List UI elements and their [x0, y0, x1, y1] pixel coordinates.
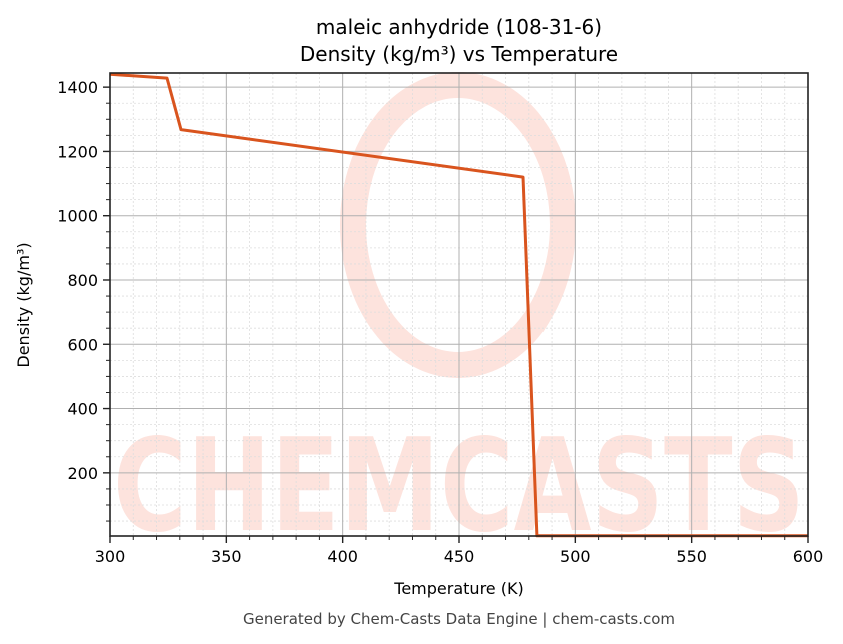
x-tick-labels: 300 350 400 450 500 550 600 [95, 547, 824, 566]
y-tick-label: 1000 [57, 207, 98, 226]
y-axis-label: Density (kg/m³) [14, 242, 33, 367]
x-tick-label: 600 [793, 547, 824, 566]
x-axis-label: Temperature (K) [393, 579, 523, 598]
y-tick-label: 800 [67, 271, 98, 290]
x-tick-label: 550 [676, 547, 707, 566]
y-tick-labels: 200 400 600 800 1000 1200 1400 [57, 78, 98, 483]
axis-ticks [103, 86, 809, 543]
x-tick-label: 450 [444, 547, 475, 566]
x-tick-label: 400 [327, 547, 358, 566]
chart-title: maleic anhydride (108-31-6) [316, 15, 602, 39]
y-tick-label: 600 [67, 335, 98, 354]
y-tick-label: 1200 [57, 142, 98, 161]
x-tick-label: 500 [560, 547, 591, 566]
x-tick-label: 350 [211, 547, 242, 566]
watermark-logo-swirl [340, 72, 576, 378]
chart-subtitle: Density (kg/m³) vs Temperature [300, 42, 618, 66]
y-tick-label: 400 [67, 400, 98, 419]
y-tick-label: 1400 [57, 78, 98, 97]
footer-credit: Generated by Chem-Casts Data Engine | ch… [243, 610, 675, 628]
x-tick-label: 300 [95, 547, 126, 566]
y-tick-label: 200 [67, 464, 98, 483]
